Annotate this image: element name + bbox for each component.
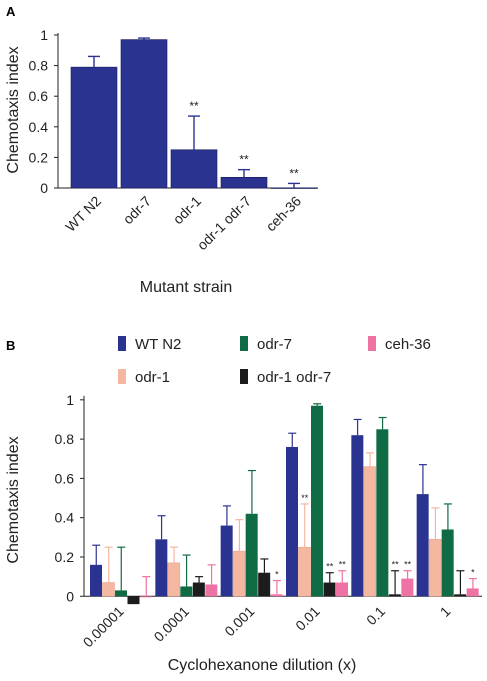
- panel-b-significance: **: [339, 560, 347, 570]
- panel-a-x-tick-label: odr-7: [120, 193, 155, 228]
- panel-b-significance: **: [392, 560, 400, 570]
- panel-b-bar: [401, 578, 414, 597]
- panel-b-x-axis-title: Cyclohexanone dilution (x): [168, 657, 357, 674]
- panel-b-y-tick-label: 0.2: [55, 549, 75, 565]
- panel-b-y-tick-label: 0.4: [55, 510, 75, 526]
- panel-b-bar: [323, 582, 336, 597]
- panel-b-bar: [245, 513, 258, 597]
- panel-a-x-tick-label: WT N2: [62, 193, 104, 235]
- panel-b-bar: [298, 546, 311, 597]
- panel-a: 0 0.2 0.4 0.6 0.8 1 WT N2 odr-7 ** odr-1 ** odr-1 o…: [29, 27, 318, 253]
- panel-b-y-tick-label: 0.8: [55, 431, 75, 447]
- panel-a-label: A: [6, 4, 16, 19]
- panel-b-bar: [180, 586, 193, 597]
- panel-b-bar: [232, 550, 246, 597]
- panel-b-x-tick-label: 0.01: [292, 603, 323, 634]
- panel-a-bar: [270, 187, 318, 189]
- panel-a-y-tick-label: 1: [40, 27, 48, 43]
- panel-b-bar: [127, 596, 140, 605]
- panel-b-bar: [311, 405, 323, 597]
- panel-b-x-tick-label: 0.00001: [80, 603, 127, 650]
- panel-b-x-tick-label: 0.001: [221, 603, 257, 639]
- panel-b: 0 0.2 0.4 0.6 0.8 1 0.00001 0.0001 * 0.001 ** ** ** 0…: [55, 392, 482, 650]
- panel-b-bar: [258, 572, 271, 597]
- panel-b-bar: [351, 435, 364, 597]
- panel-a-y-axis-title: Chemotaxis index: [5, 46, 22, 173]
- panel-a-bar: [120, 39, 168, 189]
- panel-b-bar: [220, 525, 233, 597]
- legend-swatch: [240, 336, 248, 351]
- panel-b-y-tick-label: 0: [66, 588, 74, 604]
- legend-swatch: [240, 369, 248, 384]
- panel-b-bar: [363, 466, 377, 597]
- legend-swatch: [118, 369, 126, 384]
- legend-label: odr-1: [135, 369, 170, 386]
- panel-a-significance: **: [239, 153, 249, 167]
- panel-a-x-tick-label: odr-1 odr-7: [194, 193, 254, 253]
- panel-b-bar: [192, 582, 205, 597]
- panel-b-bar: [336, 582, 348, 597]
- panel-a-y-tick-label: 0.6: [29, 88, 49, 104]
- panel-b-bar: [115, 590, 127, 597]
- panel-b-legend: WT N2 odr-7 ceh-36 odr-1 odr-1 odr-7: [118, 336, 431, 386]
- panel-b-x-tick-label: 0.0001: [151, 603, 193, 645]
- panel-a-x-axis-title: Mutant strain: [140, 279, 232, 296]
- panel-b-bar: [376, 429, 389, 597]
- panel-b-bar: [155, 539, 168, 597]
- panel-a-x-tick-label: odr-1: [170, 193, 205, 228]
- panel-a-y-tick-label: 0.2: [29, 149, 49, 165]
- panel-b-bar: [286, 446, 298, 597]
- panel-b-bar: [466, 588, 479, 597]
- panel-b-bar: [90, 564, 102, 597]
- panel-a-x-tick-label: ceh-36: [263, 193, 305, 235]
- legend-label: odr-7: [257, 336, 292, 353]
- panel-a-bar: [70, 66, 118, 189]
- panel-b-significance: **: [301, 493, 309, 503]
- panel-b-y-axis-title: Chemotaxis index: [5, 436, 22, 563]
- panel-b-bar: [270, 594, 283, 597]
- panel-b-significance: **: [404, 560, 412, 570]
- panel-a-y-tick-label: 0: [40, 180, 48, 196]
- panel-a-significance: **: [189, 99, 199, 113]
- panel-b-significance: *: [471, 568, 475, 578]
- panel-a-bar: [220, 176, 268, 189]
- panel-b-bar: [454, 594, 467, 597]
- panel-b-bar: [428, 539, 442, 597]
- panel-b-y-tick-label: 0.6: [55, 470, 75, 486]
- panel-b-label: B: [6, 338, 15, 353]
- panel-b-significance: **: [326, 562, 334, 572]
- panel-b-bar: [388, 594, 401, 597]
- panel-b-x-tick-label: 1: [437, 603, 454, 620]
- panel-a-significance: **: [289, 166, 299, 180]
- panel-b-x-tick-label: 0.1: [363, 603, 388, 628]
- legend-label: odr-1 odr-7: [257, 369, 331, 386]
- panel-b-bar: [205, 584, 218, 597]
- panel-b-y-tick-label: 1: [66, 392, 74, 408]
- legend-label: ceh-36: [385, 336, 431, 353]
- panel-b-bar: [140, 596, 152, 598]
- panel-a-y-tick-label: 0.4: [29, 119, 49, 135]
- legend-swatch: [118, 336, 126, 351]
- panel-b-significance: *: [275, 570, 279, 580]
- panel-b-bar: [102, 582, 115, 597]
- panel-b-bar: [167, 562, 181, 597]
- panel-b-bar: [441, 529, 454, 597]
- panel-a-bar: [170, 149, 218, 189]
- legend-swatch: [368, 336, 376, 351]
- panel-b-bar: [416, 494, 429, 597]
- legend-label: WT N2: [135, 336, 181, 353]
- panel-a-y-tick-label: 0.8: [29, 58, 49, 74]
